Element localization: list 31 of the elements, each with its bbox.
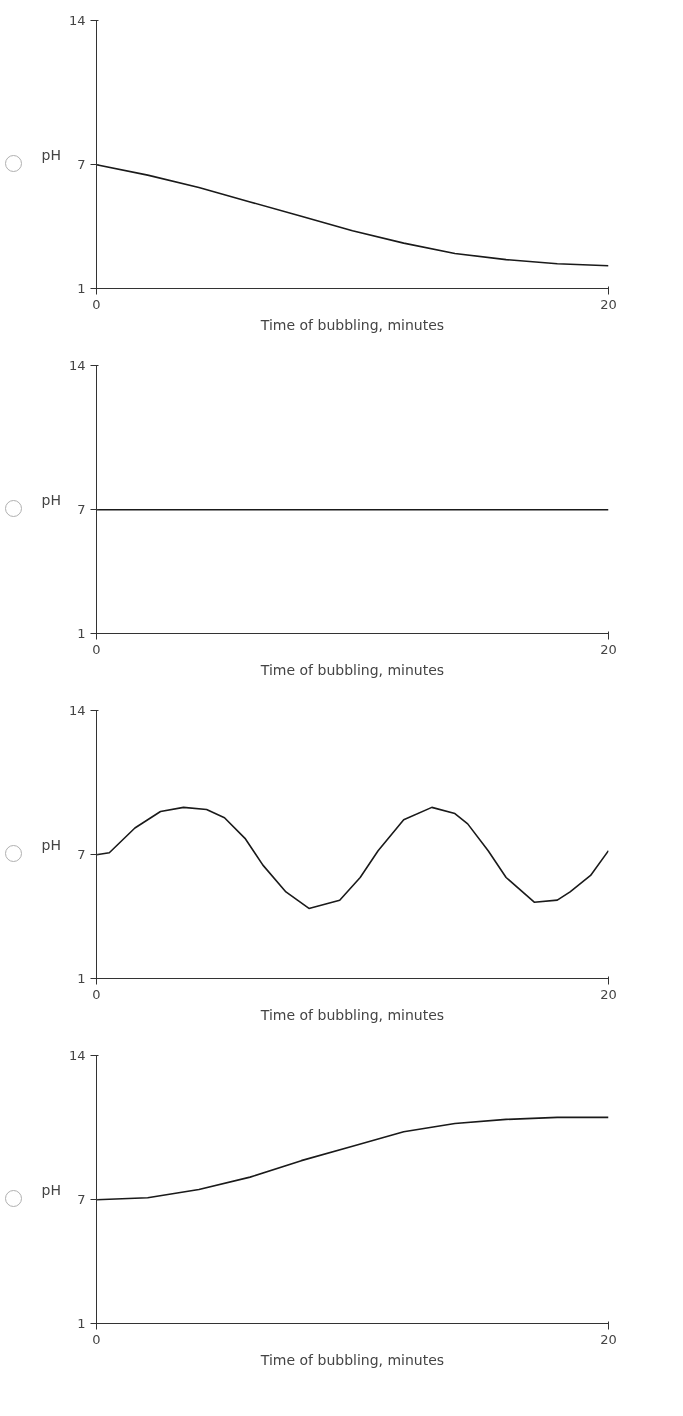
y-tick-label: 14 bbox=[68, 1048, 86, 1063]
y-tick-label: 1 bbox=[77, 971, 86, 986]
y-axis-title: pH bbox=[41, 836, 61, 853]
y-tick-label: 1 bbox=[77, 626, 86, 641]
y-axis-title: pH bbox=[41, 146, 61, 163]
y-tick-label: 7 bbox=[77, 502, 86, 518]
y-tick-label: 14 bbox=[68, 358, 86, 373]
y-tick-label: 14 bbox=[68, 13, 86, 28]
x-axis-title: Time of bubbling, minutes bbox=[259, 1351, 445, 1368]
x-axis-title: Time of bubbling, minutes bbox=[259, 661, 445, 678]
y-tick-label: 1 bbox=[77, 1316, 86, 1331]
x-axis-title: Time of bubbling, minutes bbox=[259, 316, 445, 333]
x-tick-label: 20 bbox=[600, 986, 617, 1002]
y-tick-label: 1 bbox=[77, 281, 86, 296]
y-tick-label: 7 bbox=[77, 1192, 86, 1208]
x-tick-label: 20 bbox=[600, 296, 617, 312]
x-tick-label: 0 bbox=[92, 1331, 101, 1347]
x-tick-label: 0 bbox=[92, 641, 101, 657]
y-tick-label: 14 bbox=[68, 703, 86, 718]
x-axis-title: Time of bubbling, minutes bbox=[259, 1006, 445, 1023]
y-tick-label: 7 bbox=[77, 157, 86, 173]
y-axis-title: pH bbox=[41, 491, 61, 508]
x-tick-label: 20 bbox=[600, 641, 617, 657]
x-tick-label: 20 bbox=[600, 1331, 617, 1347]
x-tick-label: 0 bbox=[92, 986, 101, 1002]
line-series bbox=[96, 1116, 609, 1201]
line-series bbox=[96, 806, 609, 910]
y-axis-title: pH bbox=[41, 1181, 61, 1198]
x-tick-label: 0 bbox=[92, 296, 101, 312]
y-tick-label: 7 bbox=[77, 847, 86, 863]
line-series bbox=[96, 164, 609, 267]
